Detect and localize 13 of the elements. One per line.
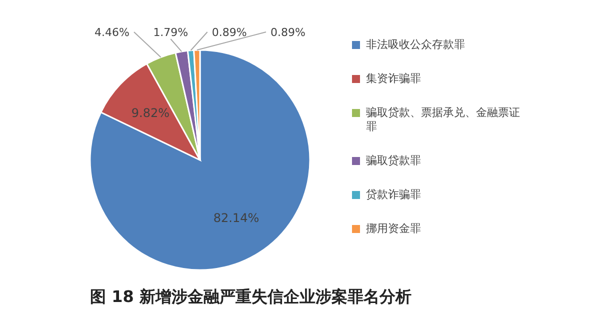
data-label: 0.89%: [270, 26, 306, 39]
legend-label: 集资诈骗罪: [366, 72, 421, 86]
data-label: 82.14%: [213, 210, 260, 225]
text: 图 18 新增涉金融严重失信企业涉案罪名分析: [90, 287, 412, 308]
legend-label: 骗取贷款、票据承兑、金融票证罪: [366, 106, 521, 134]
data-label: 9.82%: [131, 106, 170, 120]
legend-label: 非法吸收公众存款罪: [366, 38, 465, 52]
legend-label: 挪用资金罪: [366, 222, 421, 236]
data-label: 1.79%: [153, 26, 188, 39]
legend-label: 贷款诈骗罪: [366, 188, 421, 202]
data-label: 0.89%: [212, 26, 247, 39]
legend-label: 骗取贷款罪: [366, 154, 421, 168]
data-label: 4.46%: [94, 26, 130, 39]
